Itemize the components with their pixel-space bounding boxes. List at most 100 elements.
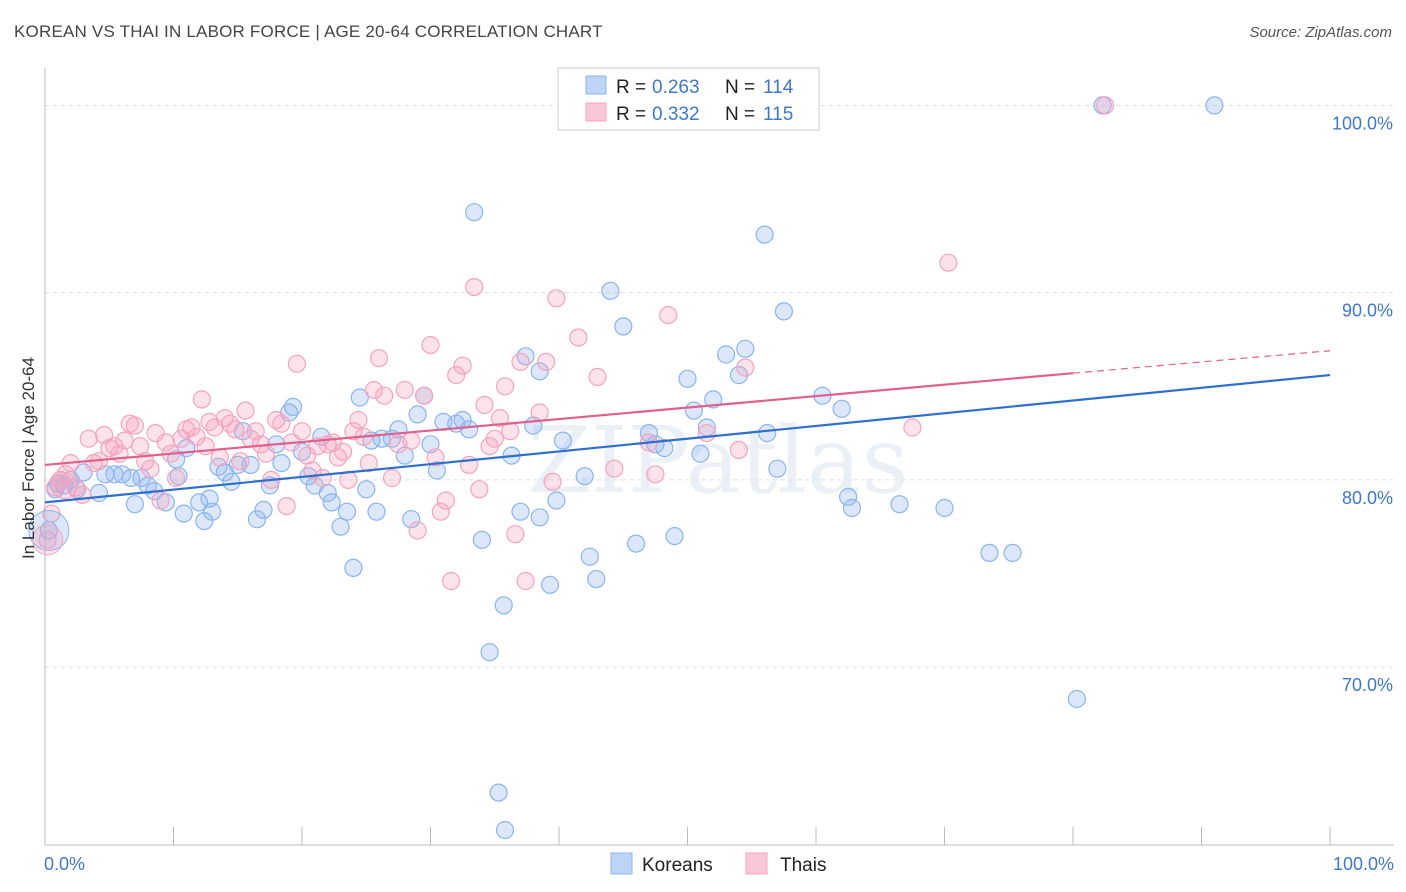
point-koreans [122, 468, 141, 488]
point-koreans [684, 401, 704, 420]
bottom-legend-label-koreans: Koreans [642, 855, 713, 876]
point-koreans [495, 820, 515, 840]
point-thais [495, 377, 515, 396]
point-koreans [587, 569, 606, 589]
point-koreans [480, 643, 499, 662]
x-tick-label-max: 100.0% [1333, 854, 1394, 874]
point-thais [431, 502, 450, 521]
point-koreans [704, 390, 723, 409]
point-koreans [890, 495, 909, 514]
cluster-point-thais [50, 472, 78, 500]
point-koreans [174, 504, 193, 523]
point-koreans [408, 405, 427, 424]
point-koreans [678, 369, 697, 388]
point-koreans [74, 463, 93, 482]
point-koreans [489, 783, 508, 802]
trend-extension-thais [1072, 350, 1331, 374]
point-koreans [646, 435, 665, 454]
point-koreans [768, 459, 787, 478]
watermark: ZIPatlas [527, 407, 908, 514]
point-koreans [691, 444, 710, 463]
point-koreans [344, 558, 363, 578]
point-thais [256, 444, 276, 463]
bottom-legend-label-thais: Thais [780, 855, 826, 876]
point-koreans [553, 431, 573, 450]
point-koreans [427, 461, 446, 480]
point-koreans [832, 399, 851, 418]
point-thais [313, 468, 332, 488]
point-thais [182, 418, 201, 437]
point-thais [344, 422, 363, 441]
point-thais [382, 468, 402, 488]
legend-n-label-koreans: N = [725, 77, 755, 98]
point-thais [167, 468, 186, 488]
point-thais [334, 442, 353, 461]
bottom-legend-swatch-koreans [610, 852, 633, 875]
point-thais [530, 403, 549, 422]
point-thais [210, 448, 229, 467]
legend-n-value-thais: 115 [763, 104, 793, 125]
point-thais [215, 409, 234, 428]
grid-lines [45, 104, 1394, 668]
point-koreans [241, 455, 260, 474]
point-koreans [980, 543, 999, 563]
point-thais [736, 358, 755, 377]
point-thais [605, 459, 624, 478]
point-thais [151, 491, 170, 510]
point-thais [236, 401, 255, 420]
point-koreans [89, 483, 109, 503]
point-thais [115, 431, 134, 450]
point-koreans [614, 317, 633, 336]
point-thais [272, 414, 291, 433]
point-thais [79, 429, 98, 448]
point-koreans [838, 487, 858, 506]
point-koreans [112, 465, 132, 484]
y-tick-label: 90.0% [1342, 301, 1393, 321]
point-koreans [755, 225, 774, 244]
point-thais [349, 410, 368, 430]
point-thais [490, 409, 509, 428]
point-koreans [254, 500, 273, 519]
legend-r-value-thais: 0.332 [652, 104, 700, 125]
point-thais [447, 366, 466, 385]
y-tick-label: 100.0% [1332, 113, 1393, 133]
y-tick-label: 80.0% [1342, 488, 1393, 508]
point-koreans [460, 420, 479, 439]
point-thais [453, 356, 472, 375]
trend-lines [44, 350, 1331, 504]
point-thais [421, 336, 440, 355]
point-koreans [1067, 689, 1087, 709]
point-koreans [1205, 96, 1224, 115]
point-koreans [494, 596, 513, 615]
point-thais [226, 420, 245, 439]
point-thais [543, 472, 562, 491]
bottom-legend-swatch-thais [745, 852, 768, 875]
point-koreans [195, 511, 214, 531]
point-thais [511, 352, 530, 371]
point-thais [501, 422, 520, 441]
point-thais [402, 431, 421, 450]
point-thais [292, 422, 312, 441]
point-thais [475, 395, 494, 415]
point-thais [547, 289, 566, 308]
point-thais [200, 412, 219, 431]
point-thais [370, 349, 389, 368]
point-koreans [774, 302, 794, 321]
cluster-point-thais [32, 524, 64, 556]
point-thais [172, 429, 191, 448]
point-koreans [247, 510, 267, 529]
point-thais [436, 491, 455, 510]
point-thais [277, 497, 296, 516]
point-koreans [357, 480, 376, 499]
point-koreans [511, 502, 530, 521]
point-koreans [935, 498, 954, 518]
trend-line-koreans [44, 373, 1331, 504]
point-thais [506, 525, 525, 544]
point-koreans [222, 472, 241, 491]
point-koreans [283, 397, 303, 416]
x-tick-label-min: 0.0% [44, 854, 85, 874]
point-koreans [530, 362, 549, 381]
point-koreans [665, 526, 684, 546]
point-koreans [580, 547, 599, 566]
point-thais [569, 328, 588, 347]
